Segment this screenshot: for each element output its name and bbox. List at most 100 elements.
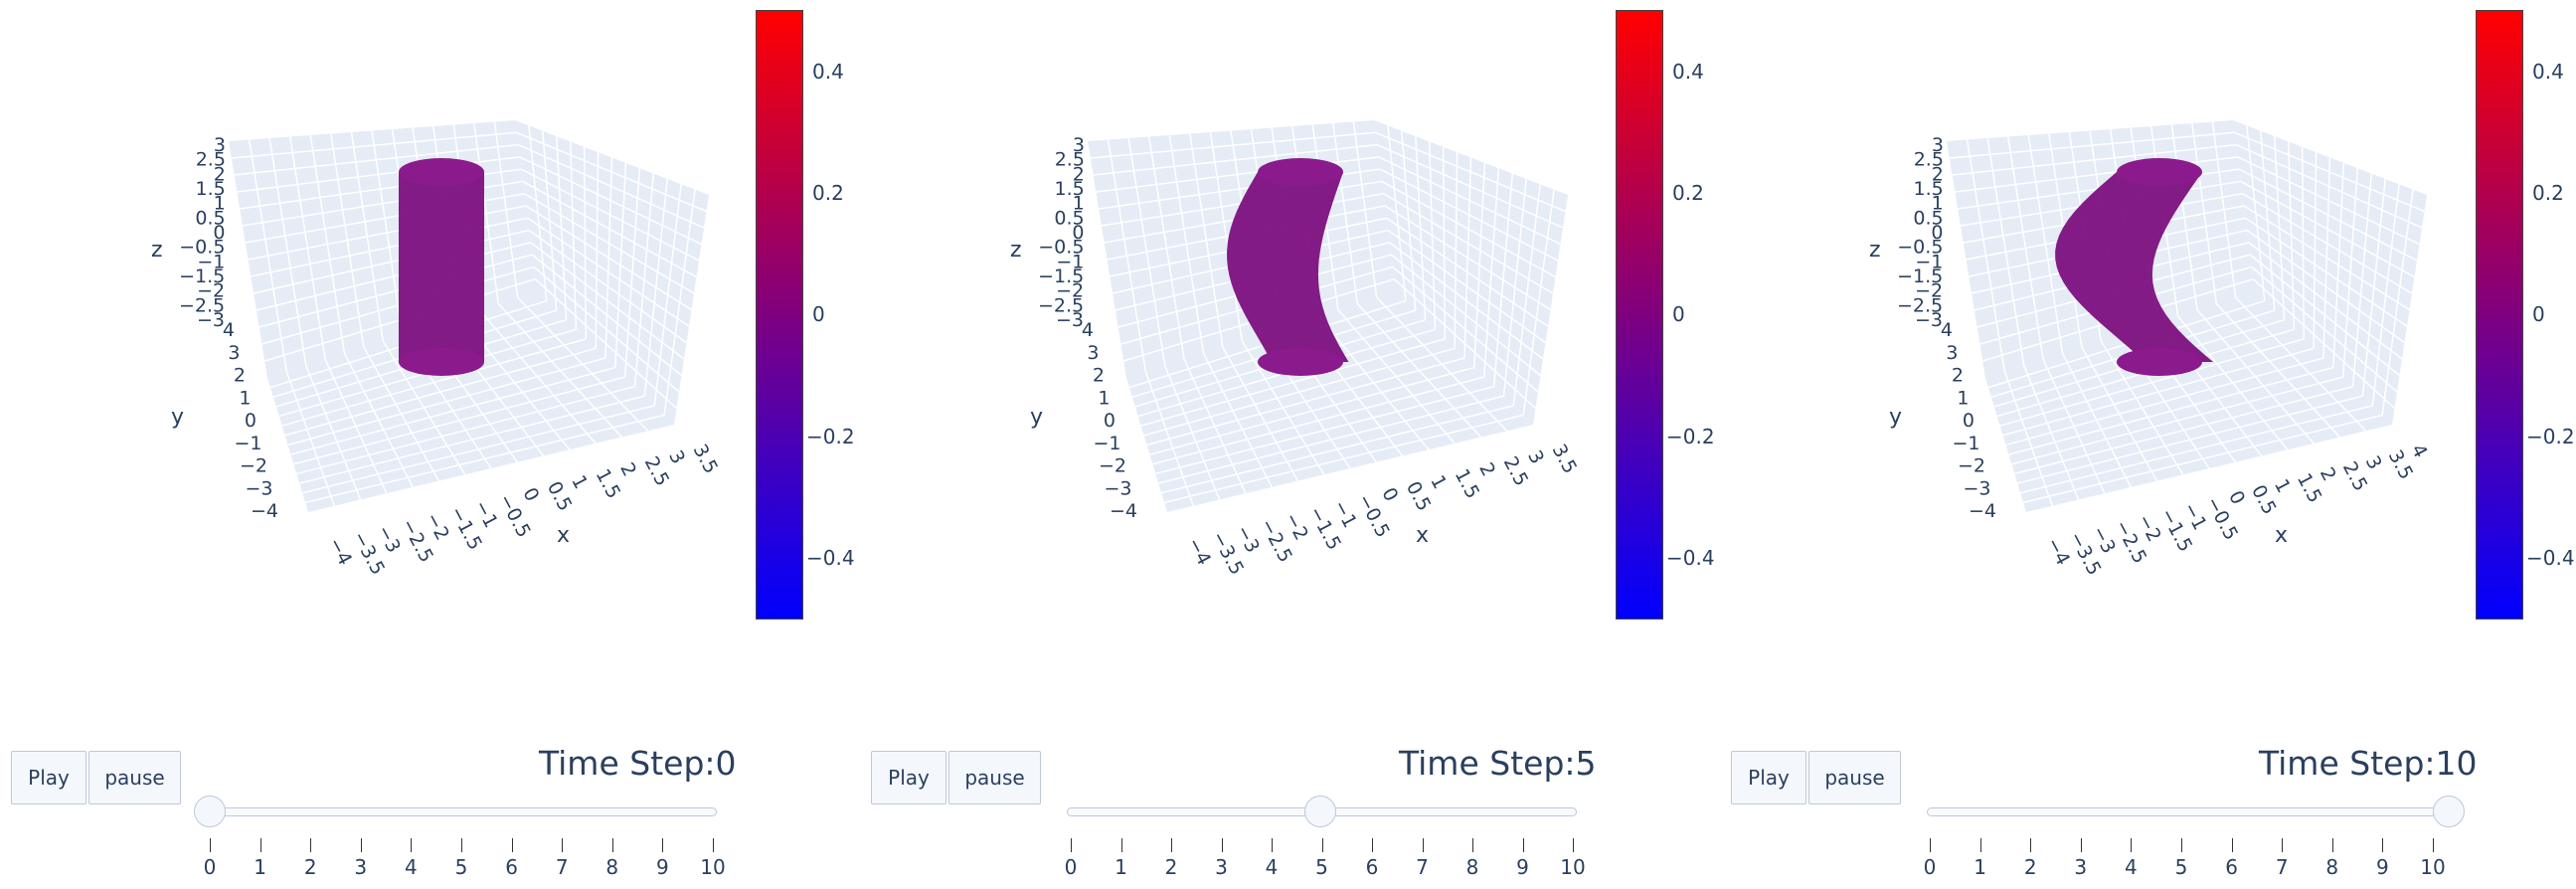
colorbar-tick-label: −0.2 bbox=[2526, 425, 2575, 448]
slider-tick-label[interactable]: 9 bbox=[2376, 855, 2389, 879]
slider-rail[interactable] bbox=[197, 807, 717, 816]
z-tick-label: 2.5 bbox=[196, 149, 226, 171]
z-tick-label: 2 bbox=[1073, 163, 1085, 185]
slider-tick-label[interactable]: 9 bbox=[1516, 855, 1529, 879]
slider-tick-label[interactable]: 1 bbox=[254, 855, 266, 879]
3d-scene[interactable]: 32.521.510.50−0.5−1−1.5−2−2.5−343210−1−2… bbox=[859, 0, 1718, 656]
slider-tick-label[interactable]: 8 bbox=[605, 855, 619, 879]
slider-rail[interactable] bbox=[1927, 807, 2447, 816]
colorbar-tick-label: 0.2 bbox=[1672, 181, 1704, 205]
tube-surface[interactable] bbox=[1227, 172, 1349, 362]
slider-tick-label[interactable]: 0 bbox=[203, 855, 217, 879]
slider-current-value: Time Step:10 bbox=[2259, 744, 2478, 783]
tube-top-cap bbox=[399, 158, 484, 186]
y-tick-label: 1 bbox=[239, 387, 251, 409]
tube-bottom-cap bbox=[2117, 348, 2202, 376]
slider-tick-label[interactable]: 3 bbox=[354, 855, 368, 879]
3d-scene[interactable]: 32.521.510.50−0.5−1−1.5−2−2.5−343210−1−2… bbox=[1718, 0, 2576, 656]
animation-panel-2: 3 2.5 2 1.5 1 0.5 0 −0.5 −1 −1.5 −2 −2.5 −3 4 3 2 1 0 −1 −2… bbox=[859, 0, 1718, 889]
y-axis-title: y bbox=[1030, 405, 1043, 430]
slider-tick-label[interactable]: 10 bbox=[2420, 855, 2446, 879]
tube-surface[interactable] bbox=[399, 172, 484, 362]
slider-tick-mark bbox=[1372, 838, 1373, 852]
slider-tick-label[interactable]: 5 bbox=[454, 855, 468, 879]
slider-tick-label[interactable]: 10 bbox=[1560, 855, 1586, 879]
pause-button[interactable]: pause bbox=[88, 751, 181, 804]
z-tick-label: 2 bbox=[1932, 163, 1944, 185]
slider-tick-mark bbox=[1472, 838, 1473, 852]
x-tick-label: 1 bbox=[1426, 471, 1451, 492]
slider-tick-label[interactable]: 2 bbox=[2023, 855, 2037, 879]
y-tick-label: 1 bbox=[1957, 387, 1969, 409]
slider-tick-label[interactable]: 6 bbox=[1365, 855, 1379, 879]
play-button[interactable]: Play bbox=[1731, 751, 1806, 804]
colorbar-tick-label: 0.2 bbox=[2532, 181, 2564, 205]
slider-tick-label[interactable]: 2 bbox=[303, 855, 317, 879]
z-tick-label: 1.5 bbox=[1055, 178, 1085, 200]
slider-tick-label[interactable]: 4 bbox=[405, 855, 418, 879]
slider-tick-label[interactable]: 6 bbox=[2225, 855, 2238, 879]
z-tick-label: 2.5 bbox=[1914, 149, 1944, 171]
y-tick-label: −3 bbox=[245, 477, 272, 499]
y-tick-label: 2 bbox=[1952, 365, 1964, 387]
slider-tick-label[interactable]: 1 bbox=[1115, 855, 1127, 879]
slider-tick-label[interactable]: 8 bbox=[2325, 855, 2339, 879]
play-button[interactable]: Play bbox=[871, 751, 946, 804]
slider-tick-mark bbox=[662, 838, 664, 852]
side-wall bbox=[1374, 120, 1568, 425]
slider-handle[interactable] bbox=[194, 796, 226, 827]
slider-tick-mark bbox=[611, 838, 613, 852]
y-tick-label: −4 bbox=[1969, 500, 1996, 522]
play-button[interactable]: Play bbox=[11, 751, 86, 804]
slider-tick-label[interactable]: 6 bbox=[505, 855, 518, 879]
3d-scene[interactable]: 32.521.510.50−0.5−1−1.5−2−2.5−343210−1−2… bbox=[0, 0, 859, 656]
slider-tick-label[interactable]: 4 bbox=[1265, 855, 1279, 879]
slider-tick-label[interactable]: 9 bbox=[656, 855, 669, 879]
slider-tick-label[interactable]: 7 bbox=[2275, 855, 2289, 879]
z-tick-label: 0 bbox=[213, 222, 225, 244]
pause-button[interactable]: pause bbox=[1808, 751, 1901, 804]
slider-tick-mark bbox=[2382, 838, 2384, 852]
x-tick-label: 1 bbox=[567, 471, 592, 492]
slider-tick-label[interactable]: 1 bbox=[1974, 855, 1986, 879]
slider-tick-label[interactable]: 3 bbox=[2074, 855, 2088, 879]
slider-tick-mark bbox=[360, 838, 362, 852]
colorbar bbox=[756, 10, 803, 620]
slider-handle[interactable] bbox=[2433, 796, 2465, 827]
tube-surface[interactable] bbox=[2055, 172, 2214, 362]
slider-tick-label[interactable]: 8 bbox=[1465, 855, 1479, 879]
slider-tick-label[interactable]: 3 bbox=[1215, 855, 1228, 879]
pause-button[interactable]: pause bbox=[948, 751, 1041, 804]
z-tick-label: 1 bbox=[1932, 193, 1944, 215]
colorbar-tick-label: −0.4 bbox=[1666, 546, 1715, 570]
colorbar-tick-label: 0 bbox=[812, 302, 825, 326]
slider-tick-mark bbox=[1171, 838, 1172, 852]
y-axis-title: y bbox=[171, 405, 184, 430]
slider-tick-label[interactable]: 10 bbox=[700, 855, 726, 879]
colorbar bbox=[2476, 10, 2523, 620]
z-tick-label: −2.5 bbox=[1897, 294, 1943, 316]
slider-tick-label[interactable]: 2 bbox=[1164, 855, 1178, 879]
slider-tick-mark bbox=[1321, 838, 1323, 852]
z-tick-label: −2 bbox=[197, 280, 225, 302]
colorbar-tick-label: −0.2 bbox=[806, 425, 855, 448]
z-tick-label: 0.5 bbox=[195, 207, 225, 229]
slider-tick-label[interactable]: 5 bbox=[2174, 855, 2188, 879]
slider-tick-mark bbox=[2181, 838, 2182, 852]
slider-tick-label[interactable]: 7 bbox=[555, 855, 569, 879]
z-tick-label: −1 bbox=[1056, 251, 1084, 272]
grid-lines bbox=[1090, 121, 1566, 506]
slider-tick-label[interactable]: 5 bbox=[1315, 855, 1328, 879]
slider-tick-mark bbox=[2030, 838, 2032, 852]
x-axis-title: x bbox=[1416, 523, 1429, 548]
z-tick-label: −2 bbox=[1056, 280, 1084, 302]
slider-tick-label[interactable]: 4 bbox=[2125, 855, 2138, 879]
slider-tick-label[interactable]: 0 bbox=[1923, 855, 1937, 879]
y-tick-label: 4 bbox=[1941, 319, 1953, 341]
slider-handle[interactable] bbox=[1304, 796, 1336, 827]
slider-tick-label[interactable]: 7 bbox=[1416, 855, 1429, 879]
z-tick-label: 2 bbox=[214, 163, 226, 185]
y-tick-label: 3 bbox=[1946, 342, 1958, 364]
slider-tick-label[interactable]: 0 bbox=[1064, 855, 1078, 879]
colorbar-tick-label: 0 bbox=[2532, 302, 2545, 326]
